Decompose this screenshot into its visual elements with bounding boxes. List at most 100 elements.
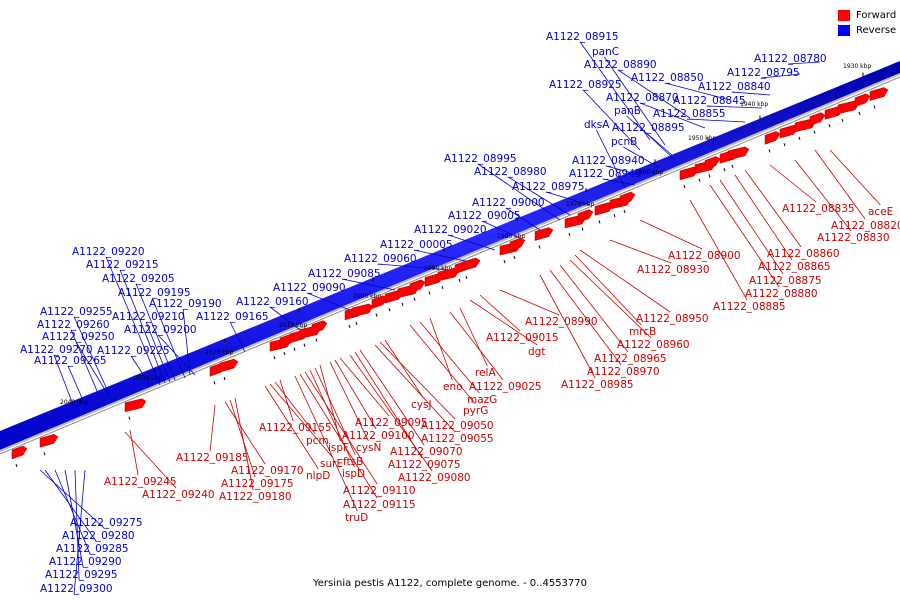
reverse-gene-leader	[617, 69, 691, 119]
forward-gene-arrow	[727, 146, 750, 161]
feature-marker	[43, 452, 46, 456]
forward-gene-leader	[299, 373, 378, 499]
feature-marker	[401, 302, 404, 306]
forward-gene-label: A1122_09185	[176, 452, 249, 464]
feature-marker	[598, 220, 601, 224]
reverse-strand-band	[0, 61, 900, 450]
forward-gene-label: A1122_08875	[749, 275, 822, 287]
forward-gene-arrow	[704, 156, 721, 170]
forward-gene-label: ispD	[342, 468, 365, 480]
forward-gene-leader	[309, 369, 355, 468]
forward-gene-leader	[349, 354, 433, 472]
reverse-gene-label: A1122_09005	[448, 210, 521, 222]
feature-marker	[355, 321, 358, 326]
forward-gene-leader	[409, 324, 476, 405]
reverse-gene-leader	[182, 308, 191, 376]
forward-gene-label: A1122_09240	[142, 489, 215, 501]
tick-label: 2010 kbp	[279, 322, 307, 329]
reverse-gene-leader	[605, 165, 641, 176]
forward-gene-label: A1122_08960	[617, 339, 690, 351]
feature-marker	[613, 213, 616, 218]
forward-gene-arrow	[809, 112, 826, 126]
forward-gene-label: A1122_08880	[745, 288, 818, 300]
legend: Forward Reverse	[838, 8, 896, 38]
feature-marker	[413, 297, 416, 301]
forward-gene-leader	[569, 259, 652, 339]
reverse-gene-label: A1122_08945	[569, 168, 642, 180]
reverse-gene-leader	[414, 249, 471, 263]
reverse-gene-label: A1122_09225	[97, 345, 170, 357]
reverse-gene-leader	[645, 132, 676, 161]
forward-gene-leader	[294, 375, 358, 512]
forward-gene-label: A1122_09025	[469, 381, 542, 393]
forward-gene-arrow	[837, 100, 860, 115]
reverse-gene-label: A1122_09250	[42, 331, 115, 343]
forward-gene-label: A1122_08985	[561, 379, 634, 391]
forward-gene-label: pcm	[306, 435, 329, 447]
reverse-gene-leader	[507, 176, 571, 216]
forward-gene-label: A1122_08950	[636, 313, 709, 325]
forward-gene-label: ispF	[328, 442, 349, 454]
forward-gene-label: cysN	[356, 442, 381, 454]
forward-gene-leader	[124, 431, 177, 489]
reverse-gene-leader	[229, 321, 246, 353]
forward-gene-leader	[279, 379, 294, 422]
reverse-gene-label: A1122_09200	[124, 324, 197, 336]
reverse-gene-leader	[639, 102, 706, 129]
reverse-gene-leader	[44, 469, 97, 542]
tick-label: 1940 kbp	[740, 101, 768, 108]
reverse-gene-leader	[477, 163, 561, 221]
feature-marker	[623, 209, 626, 214]
forward-gene-label: surE	[320, 458, 343, 470]
reverse-gene-leader	[545, 191, 591, 206]
reverse-gene-label: A1122_09255	[40, 306, 113, 318]
feature-marker	[683, 184, 686, 189]
forward-gene-leader	[539, 274, 596, 379]
forward-gene-arrow	[409, 279, 426, 294]
reverse-gene-label: A1122_09275	[70, 517, 143, 529]
reverse-gene-label: A1122_09160	[236, 296, 309, 308]
reverse-gene-leader	[70, 329, 101, 399]
genome-caption: Yersinia pestis A1122, complete genome. …	[312, 578, 588, 589]
legend-reverse: Reverse	[838, 23, 896, 38]
feature-marker	[873, 105, 876, 109]
forward-gene-label: A1122_09095	[355, 417, 428, 429]
forward-gene-leader	[359, 349, 425, 446]
forward-gene-leader	[639, 219, 703, 250]
reverse-gene-leader	[119, 269, 166, 384]
forward-gene-leader	[129, 429, 139, 476]
forward-gene-label: A1122_08885	[713, 301, 786, 313]
reverse-gene-label: A1122_08940	[572, 155, 645, 167]
tick-label: 1970 kbp	[566, 201, 594, 208]
reverse-gene-leader	[378, 263, 451, 271]
forward-gene-label: pyrG	[463, 405, 488, 417]
forward-gene-label: A1122_08970	[587, 366, 660, 378]
forward-gene-arrow	[509, 237, 526, 252]
forward-gene-label: mrcB	[629, 326, 656, 338]
tick-label: 2040 kbp	[60, 399, 88, 406]
forward-gene-label: A1122_09245	[104, 476, 177, 488]
feature-marker	[513, 255, 516, 260]
reverse-gene-label: A1122_08995	[444, 153, 517, 165]
forward-gene-leader	[734, 174, 793, 261]
forward-gene-leader	[374, 344, 456, 433]
forward-gene-leader	[689, 199, 748, 301]
forward-gene-label: A1122_09080	[398, 472, 471, 484]
forward-gene-label: A1122_09070	[390, 446, 463, 458]
feature-marker	[731, 164, 734, 169]
forward-gene-leader	[449, 311, 504, 381]
feature-marker	[581, 227, 584, 231]
reverse-swatch	[838, 25, 850, 36]
tick-label: 2000 kbp	[353, 293, 381, 300]
reverse-gene-leader	[623, 146, 661, 169]
forward-gene-label: A1122_08860	[767, 248, 840, 260]
reverse-gene-label: A1122_08980	[474, 166, 547, 178]
reverse-gene-label: A1122_09205	[102, 273, 175, 285]
legend-forward-label: Forward	[856, 10, 897, 21]
forward-gene-leader	[814, 149, 866, 220]
reverse-gene-label: A1122_08870	[606, 92, 679, 104]
forward-gene-label: A1122_08820	[831, 220, 900, 232]
forward-gene-leader	[719, 179, 784, 275]
feature-marker	[441, 285, 444, 290]
